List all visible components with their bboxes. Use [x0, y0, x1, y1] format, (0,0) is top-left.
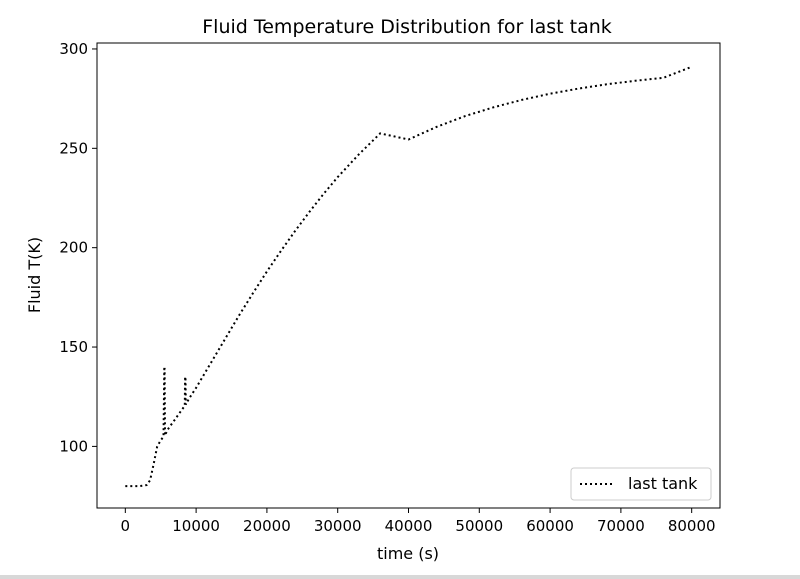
chart-title: Fluid Temperature Distribution for last …	[202, 16, 612, 38]
x-tick-label: 30000	[314, 517, 362, 535]
x-tick-label: 80000	[668, 517, 716, 535]
x-tick-label: 10000	[172, 517, 220, 535]
x-tick-label: 20000	[243, 517, 291, 535]
x-tick-label: 70000	[597, 517, 645, 535]
x-tick-label: 0	[121, 517, 131, 535]
window-bottom-edge	[0, 575, 800, 579]
x-tick-label: 40000	[385, 517, 433, 535]
x-tick-label: 60000	[526, 517, 574, 535]
y-tick-label: 250	[59, 139, 88, 157]
plot-area	[96, 42, 721, 509]
legend-label-last-tank: last tank	[628, 474, 698, 493]
series-group	[125, 65, 693, 488]
y-axis: 100 150 200 250 300	[59, 40, 97, 455]
legend-box	[570, 467, 712, 501]
series-line-last-tank	[125, 65, 693, 488]
y-tick-label: 300	[59, 40, 88, 58]
y-axis-label: Fluid T(K)	[25, 237, 44, 313]
x-axis: 0 10000 20000 30000 40000 50000 60000 70000 8000…	[121, 508, 716, 535]
y-tick-label: 100	[59, 437, 88, 455]
x-axis-label: time (s)	[377, 544, 439, 563]
y-tick-label: 150	[59, 338, 88, 356]
x-tick-label: 50000	[455, 517, 503, 535]
legend: last tank	[570, 467, 712, 501]
y-tick-label: 200	[59, 239, 88, 257]
